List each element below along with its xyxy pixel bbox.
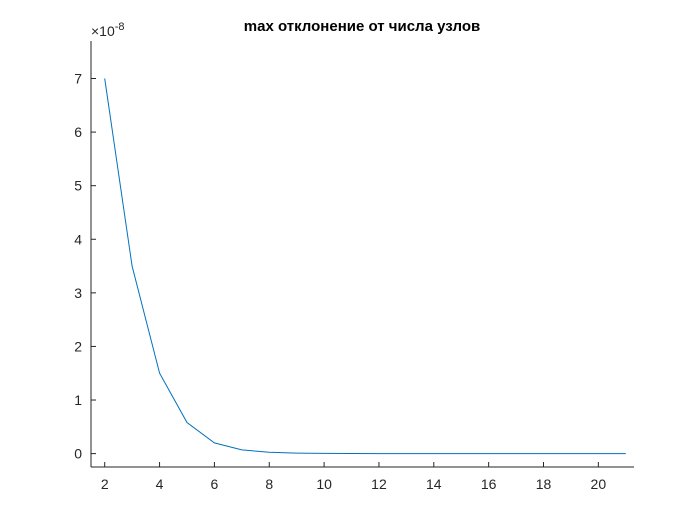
y-tick-label: 4 (74, 231, 82, 247)
axes (90, 41, 634, 468)
y-tick-label: 7 (74, 71, 82, 87)
y-exponent-power: -8 (115, 21, 125, 33)
y-tick-label: 2 (74, 338, 82, 354)
x-tick-label: 20 (591, 476, 607, 492)
y-tick-label: 5 (74, 178, 82, 194)
y-exponent-base: ×10 (91, 23, 115, 39)
y-tick-label: 1 (74, 392, 82, 408)
x-tick-label: 6 (211, 476, 219, 492)
y-tick-label: 0 (74, 446, 82, 462)
series-line (104, 78, 626, 455)
x-tick-label: 16 (481, 476, 497, 492)
x-tick-label: 2 (101, 476, 109, 492)
x-tick-label: 14 (426, 476, 442, 492)
y-axis-exponent: ×10-8 (91, 21, 125, 39)
y-tick-label: 6 (74, 124, 82, 140)
x-tick-label: 8 (265, 476, 273, 492)
y-tick-label: 3 (74, 285, 82, 301)
x-tick-label: 12 (371, 476, 387, 492)
x-tick-label: 18 (536, 476, 552, 492)
x-tick-label: 4 (156, 476, 164, 492)
series (104, 78, 626, 455)
chart-title: max отклонение от числа узлов (244, 18, 480, 35)
x-tick-label: 10 (316, 476, 332, 492)
